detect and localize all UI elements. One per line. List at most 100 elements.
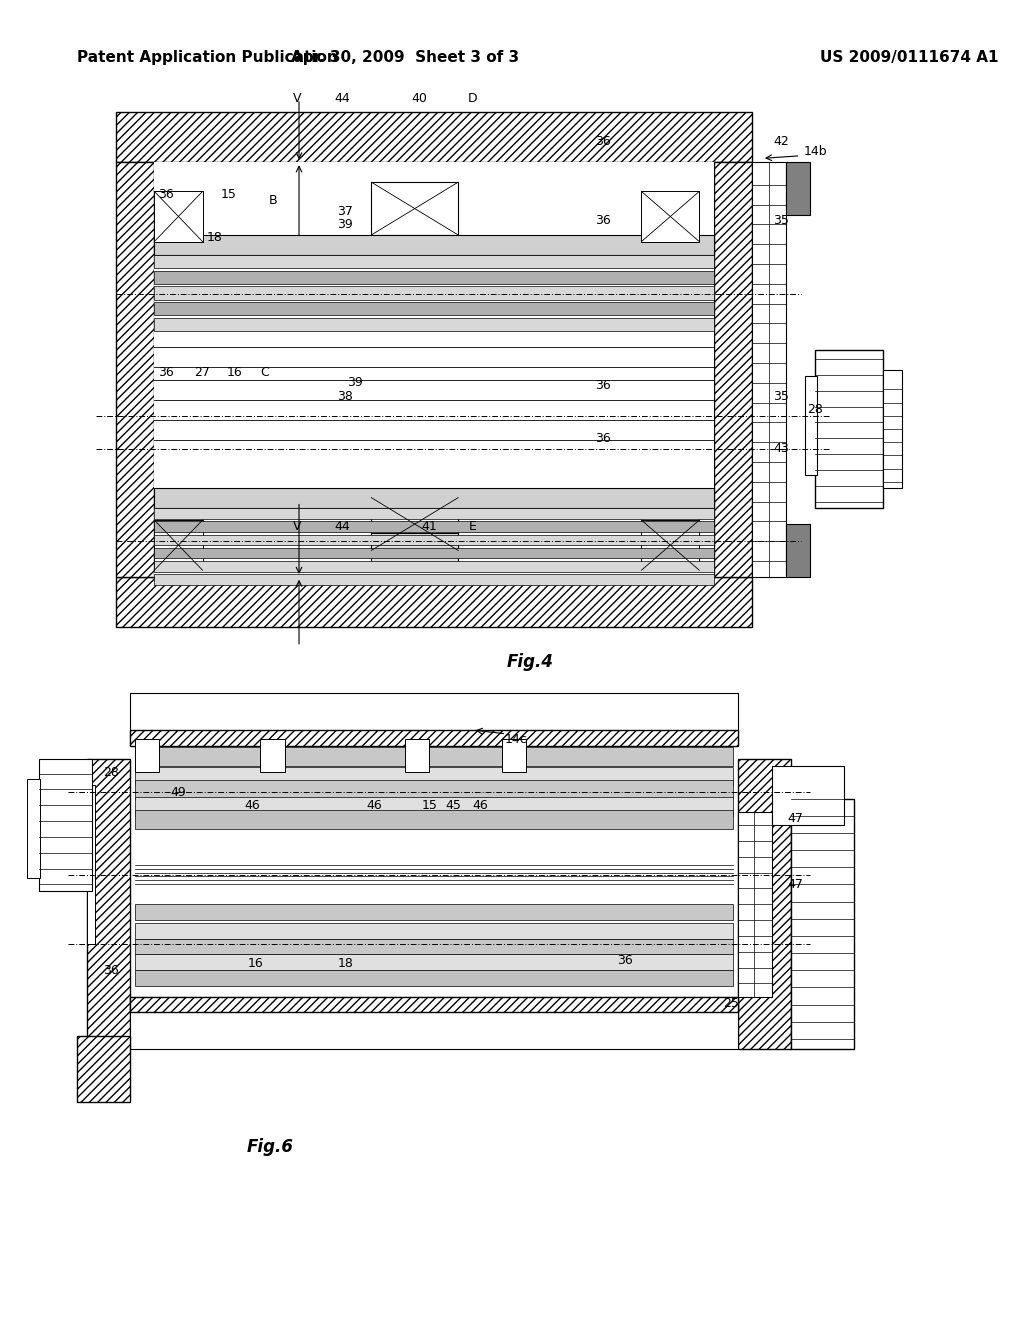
Bar xyxy=(714,162,753,577)
Bar xyxy=(130,693,738,746)
Text: 36: 36 xyxy=(158,366,174,379)
Text: E: E xyxy=(469,520,476,533)
Text: D: D xyxy=(468,92,477,106)
Bar xyxy=(77,1036,130,1102)
Text: 27: 27 xyxy=(195,366,211,379)
Text: 42: 42 xyxy=(773,135,790,148)
Text: US 2009/0111674 A1: US 2009/0111674 A1 xyxy=(820,50,998,65)
Bar xyxy=(39,759,91,891)
Bar xyxy=(786,162,810,215)
Bar xyxy=(116,112,753,162)
Bar xyxy=(372,498,458,550)
Bar xyxy=(87,785,94,944)
Text: 36: 36 xyxy=(595,379,610,392)
Bar xyxy=(815,350,883,508)
Text: 45: 45 xyxy=(445,799,461,812)
Bar xyxy=(786,524,810,577)
Text: 15: 15 xyxy=(220,187,237,201)
Text: 38: 38 xyxy=(337,389,353,403)
Bar xyxy=(260,739,285,772)
Bar xyxy=(502,739,525,772)
Bar xyxy=(130,730,738,746)
Bar xyxy=(155,302,714,315)
Text: 16: 16 xyxy=(226,366,243,379)
Text: B: B xyxy=(268,194,278,207)
Text: 44: 44 xyxy=(335,92,350,106)
Text: 47: 47 xyxy=(787,878,804,891)
Text: 40: 40 xyxy=(412,92,427,106)
Text: Patent Application Publication: Patent Application Publication xyxy=(77,50,338,65)
Text: 36: 36 xyxy=(595,214,610,227)
Text: V: V xyxy=(293,92,301,106)
Text: 46: 46 xyxy=(472,799,488,812)
Bar xyxy=(772,766,844,825)
Bar xyxy=(77,1036,130,1102)
Text: 46: 46 xyxy=(245,799,260,812)
Bar xyxy=(116,577,753,627)
Text: 47: 47 xyxy=(787,812,804,825)
Bar xyxy=(155,162,714,577)
Text: 36: 36 xyxy=(595,432,610,445)
Bar xyxy=(155,535,714,545)
Text: C: C xyxy=(260,366,268,379)
Bar xyxy=(155,520,203,570)
Bar xyxy=(135,970,733,986)
Text: 15: 15 xyxy=(421,799,437,812)
Bar xyxy=(155,548,714,558)
Text: 14b: 14b xyxy=(803,145,826,158)
Bar xyxy=(135,780,733,799)
Text: 16: 16 xyxy=(248,957,263,970)
Text: 25: 25 xyxy=(723,997,739,1010)
Text: 18: 18 xyxy=(206,231,222,244)
Bar xyxy=(406,739,429,772)
Text: 36: 36 xyxy=(103,964,119,977)
Bar xyxy=(883,370,902,488)
Bar xyxy=(791,799,854,1049)
Text: 36: 36 xyxy=(595,135,610,148)
Bar xyxy=(135,767,733,785)
Bar xyxy=(116,162,155,577)
Bar xyxy=(27,779,40,878)
Bar xyxy=(641,520,699,570)
Bar xyxy=(135,939,733,954)
Bar xyxy=(155,271,714,284)
Bar xyxy=(130,997,738,1049)
Text: 43: 43 xyxy=(773,442,790,455)
Bar xyxy=(641,191,699,242)
Bar xyxy=(155,521,714,532)
Text: 44: 44 xyxy=(335,520,350,533)
Text: 28: 28 xyxy=(103,766,119,779)
Bar xyxy=(155,574,714,585)
Bar xyxy=(155,191,203,242)
Bar xyxy=(155,235,714,255)
Text: 35: 35 xyxy=(773,214,790,227)
Text: Fig.6: Fig.6 xyxy=(247,1138,294,1156)
Bar xyxy=(130,997,738,1012)
Text: 46: 46 xyxy=(367,799,382,812)
Text: 41: 41 xyxy=(421,520,437,533)
Text: Fig.4: Fig.4 xyxy=(507,653,554,672)
Bar xyxy=(155,561,714,572)
Bar xyxy=(155,255,714,268)
Text: 36: 36 xyxy=(158,187,174,201)
Bar xyxy=(135,810,733,829)
Text: 37: 37 xyxy=(337,205,353,218)
Bar xyxy=(738,759,791,1049)
Bar xyxy=(135,739,159,772)
Bar xyxy=(155,508,714,519)
Bar xyxy=(372,182,458,235)
Text: 28: 28 xyxy=(807,403,823,416)
Bar xyxy=(135,954,733,970)
Bar xyxy=(135,923,733,939)
Text: Apr. 30, 2009  Sheet 3 of 3: Apr. 30, 2009 Sheet 3 of 3 xyxy=(291,50,519,65)
Bar xyxy=(753,162,786,577)
Bar xyxy=(372,533,458,570)
Bar xyxy=(738,812,772,997)
Bar xyxy=(155,318,714,331)
Bar xyxy=(155,286,714,300)
Text: V: V xyxy=(293,520,301,533)
Text: 36: 36 xyxy=(617,954,633,968)
Text: 14c: 14c xyxy=(505,733,527,746)
Bar xyxy=(806,376,817,475)
Text: 39: 39 xyxy=(338,218,353,231)
